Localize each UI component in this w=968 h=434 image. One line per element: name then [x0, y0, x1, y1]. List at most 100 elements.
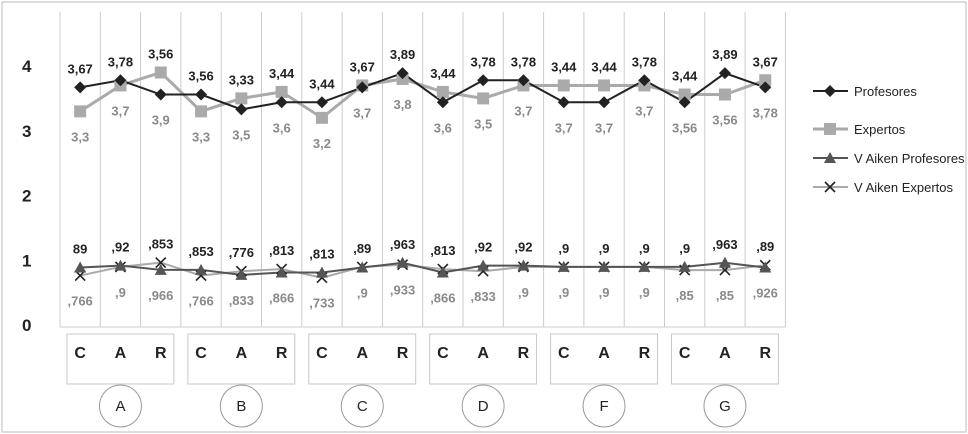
data-point-triangle [436, 266, 449, 278]
legend: Profesores Expertos V Aiken Profesores V Ai… [813, 84, 965, 195]
category-label: C [195, 345, 207, 362]
x-axis-categories: A B C D F G C A R C A R C A R C A R C A R C A R [66, 333, 779, 428]
y-tick-label: 0 [22, 316, 31, 335]
category-label: R [759, 345, 771, 362]
legend-item: V Aiken Profesores [813, 151, 965, 166]
legend-item: V Aiken Expertos [813, 180, 953, 195]
group-circle [98, 384, 142, 428]
category-label: C [558, 345, 570, 362]
group-circle [703, 384, 747, 428]
group-label: G [719, 398, 731, 415]
data-label: 3,7 [353, 105, 371, 120]
data-label: 3,78 [511, 54, 536, 69]
data-label: ,92 [514, 240, 532, 255]
y-axis-ticks: 4 3 2 1 0 [22, 57, 32, 335]
data-label: ,833 [470, 289, 495, 304]
data-label: 3,78 [108, 54, 133, 69]
data-label: 3,44 [672, 69, 698, 84]
data-label: 3,44 [430, 66, 456, 81]
category-label: R [518, 345, 530, 362]
data-label: 3,78 [632, 54, 657, 69]
group-label: D [478, 398, 489, 415]
data-point-diamond [759, 81, 772, 94]
data-point-triangle [824, 152, 836, 163]
data-point-square [154, 66, 167, 79]
data-point-triangle [195, 263, 208, 275]
data-label: ,89 [756, 239, 774, 254]
data-point-triangle [477, 259, 490, 271]
data-point-triangle [315, 266, 328, 278]
data-point-triangle [396, 256, 409, 268]
legend-label: Profesores [854, 84, 917, 99]
data-label: ,89 [353, 241, 371, 256]
data-label: 3,7 [555, 120, 573, 135]
data-label: 3,6 [434, 120, 452, 135]
category-label: R [276, 345, 288, 362]
data-label: 3,8 [394, 97, 412, 112]
category-label: C [316, 345, 328, 362]
data-point-triangle [275, 266, 288, 278]
legend-label: Expertos [854, 122, 906, 137]
data-label: 3,7 [595, 120, 613, 135]
data-label: ,866 [269, 291, 294, 306]
data-label: 3,3 [192, 129, 210, 144]
legend-label: V Aiken Profesores [854, 151, 965, 166]
data-point-x [155, 257, 167, 269]
data-point-diamond [154, 88, 167, 101]
data-point-diamond [195, 88, 208, 101]
data-point-triangle [356, 261, 369, 273]
data-label: 3,89 [712, 47, 737, 62]
data-label: ,766 [188, 294, 213, 309]
data-label: ,9 [599, 285, 610, 300]
data-point-square [74, 105, 87, 118]
data-label: ,853 [188, 244, 213, 259]
data-label: ,85 [676, 288, 694, 303]
category-label: C [437, 345, 449, 362]
data-label: 3,56 [672, 120, 697, 135]
data-label: 3,78 [470, 54, 495, 69]
data-point-triangle [114, 259, 127, 271]
y-tick-label: 3 [22, 122, 31, 141]
data-labels-layer: 3,67 3,78 3,56 3,56 3,33 3,44 3,44 3,67 3,89 3,44… [67, 46, 777, 310]
legend-item: Expertos [813, 122, 906, 137]
group-circle [219, 384, 263, 428]
data-point-diamond [638, 74, 651, 87]
data-point-diamond [598, 96, 611, 109]
data-point-square [759, 74, 772, 87]
data-label: ,733 [309, 296, 334, 311]
data-label: 3,3 [71, 129, 89, 144]
category-label: A [356, 345, 368, 362]
data-label: 3,33 [229, 72, 254, 87]
data-label: ,9 [115, 285, 126, 300]
data-label: 3,44 [309, 76, 335, 91]
data-point-square [598, 79, 611, 92]
data-point-diamond [824, 85, 836, 97]
group-label: A [115, 398, 125, 415]
data-label: 3,67 [350, 59, 375, 74]
data-point-square [678, 88, 691, 101]
data-label: ,813 [430, 243, 455, 258]
data-point-triangle [598, 260, 611, 272]
data-label: 3,7 [514, 103, 532, 118]
legend-item: Profesores [813, 84, 917, 99]
category-label: A [477, 345, 489, 362]
data-label: ,853 [148, 237, 173, 252]
data-label: ,9 [558, 241, 569, 256]
data-label: ,933 [390, 283, 415, 298]
series-line [79, 70, 766, 120]
group-label: F [599, 398, 608, 415]
data-label: 3,9 [152, 113, 170, 128]
data-label: 3,78 [753, 105, 778, 120]
data-point-diamond [356, 81, 369, 94]
category-label: A [236, 345, 248, 362]
data-label: 3,56 [712, 113, 737, 128]
data-point-triangle [759, 261, 772, 273]
data-point-diamond [315, 96, 328, 109]
data-label: ,813 [309, 247, 334, 262]
data-label: ,926 [753, 286, 778, 301]
data-label: ,9 [558, 285, 569, 300]
data-label: ,966 [148, 288, 173, 303]
data-point-diamond [114, 74, 127, 87]
